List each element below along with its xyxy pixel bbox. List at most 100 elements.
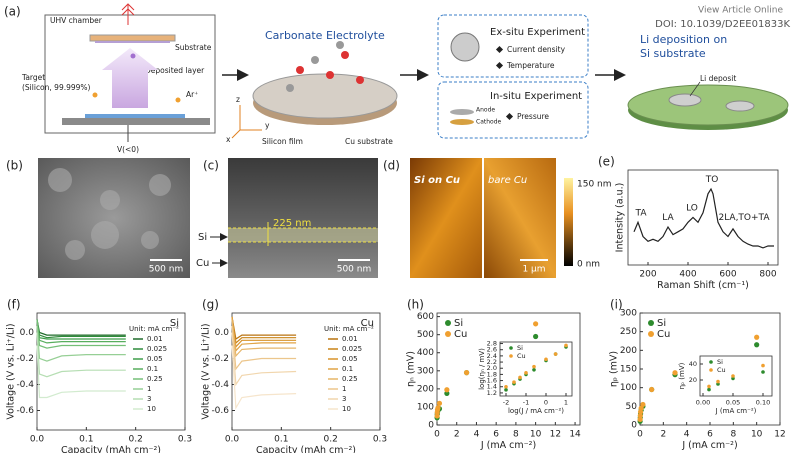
y-tick-label: 1.6 xyxy=(487,377,497,385)
disk xyxy=(627,84,789,126)
point xyxy=(761,370,765,374)
panel-label: (b) xyxy=(6,159,23,173)
legend-label: Si xyxy=(454,318,463,329)
legend-title: Unit: mA cm⁻² xyxy=(129,325,179,333)
panel-label: (f) xyxy=(7,298,21,312)
y-tick-label: 400 xyxy=(417,348,434,358)
target xyxy=(85,114,185,118)
legend-label: 0.025 xyxy=(147,345,167,353)
y-tick-label: 50 xyxy=(626,402,638,412)
ion xyxy=(175,97,181,103)
x-tick-label: -1 xyxy=(523,399,529,407)
point xyxy=(436,400,443,406)
grains xyxy=(48,168,171,260)
y-tick-label: 0 xyxy=(428,421,434,431)
afm-image xyxy=(484,158,556,278)
point xyxy=(532,364,536,369)
item: Temperature xyxy=(506,61,555,70)
label: Cu substrate xyxy=(345,137,393,146)
point xyxy=(637,416,643,422)
point xyxy=(518,375,522,380)
point xyxy=(564,343,568,348)
x-axis-title: log(J / mA cm⁻²) xyxy=(508,407,564,415)
legend-label: 1 xyxy=(342,385,346,393)
point xyxy=(435,405,441,411)
y-axis-title: Intensity (a.u.) xyxy=(615,183,626,253)
legend-label: Cu xyxy=(717,366,726,374)
line xyxy=(231,345,297,410)
y-tick-label: 1.8 xyxy=(487,370,497,378)
view-article[interactable]: View Article Online xyxy=(698,6,783,16)
x-tick-label: 0.00 xyxy=(696,399,710,407)
line xyxy=(231,319,297,358)
si-layer xyxy=(228,228,378,242)
legend-swatch xyxy=(709,360,713,364)
x-tick-label: 8 xyxy=(730,430,736,440)
x-tick-label: 2 xyxy=(454,430,460,440)
legend-label: Si xyxy=(657,318,666,329)
label: Si xyxy=(198,232,207,243)
layer xyxy=(95,41,170,43)
label: (Silicon, 99.999%) xyxy=(22,83,91,92)
annotation: LO xyxy=(686,204,698,214)
annotation: 2LA,TO+TA xyxy=(718,213,770,223)
panel-label: (e) xyxy=(598,155,615,169)
title: In-situ Experiment xyxy=(490,91,582,102)
x-tick-label: 0 xyxy=(637,430,643,440)
legend-swatch xyxy=(648,331,654,337)
x-tick-label: 0.05 xyxy=(726,399,740,407)
point xyxy=(672,370,678,376)
legend-label: 3 xyxy=(342,395,346,403)
x-tick-label: 4 xyxy=(684,430,690,440)
item: Current density xyxy=(507,45,566,54)
x-tick-label: 0.0 xyxy=(225,435,240,445)
x-tick-label: 12 xyxy=(774,430,785,440)
label: V(<0) xyxy=(117,145,139,154)
point xyxy=(512,380,516,384)
y-tick-label: 0.0 xyxy=(215,328,230,338)
scale: 500 nm xyxy=(337,265,372,275)
x-tick-label: 400 xyxy=(679,270,696,280)
cbar-label: 150 nm xyxy=(577,180,612,190)
point xyxy=(544,357,548,362)
legend-swatch xyxy=(445,320,451,326)
y-tick-label: 20 xyxy=(689,376,697,384)
y-tick-label: -0.2 xyxy=(211,354,229,364)
legend-label: 10 xyxy=(147,405,156,413)
x-tick-label: 1 xyxy=(564,399,568,407)
label: x xyxy=(226,135,231,144)
annotation: Cu xyxy=(361,318,374,329)
annotation: Si xyxy=(170,318,179,329)
point xyxy=(533,333,539,340)
li-deposit xyxy=(668,93,702,107)
annotation: LA xyxy=(662,213,674,223)
legend-swatch xyxy=(709,368,713,372)
y-tick-label: 300 xyxy=(620,309,637,319)
y-axis-title: ηₙ (mV) xyxy=(406,351,417,387)
legend-label: 0.05 xyxy=(147,355,163,363)
line xyxy=(633,187,774,249)
y-tick-label: 100 xyxy=(620,383,637,393)
legend-swatch xyxy=(509,346,513,350)
x-axis-title: J (mA cm⁻²) xyxy=(681,440,737,451)
panel-label: (c) xyxy=(203,159,219,173)
label: Anode xyxy=(476,107,495,114)
x-tick-label: 600 xyxy=(719,270,736,280)
label: Substrate xyxy=(175,43,212,52)
point xyxy=(504,388,508,392)
y-tick-label: 500 xyxy=(417,330,434,340)
cbar-label: 0 nm xyxy=(577,260,600,270)
label: UHV chamber xyxy=(50,16,103,25)
legend-label: Si xyxy=(717,358,723,366)
x-tick-label: 0.1 xyxy=(79,435,93,445)
point xyxy=(444,390,450,396)
legend-label: Si xyxy=(517,344,523,352)
y-tick-label: 250 xyxy=(620,327,637,337)
legend-label: 0.25 xyxy=(147,375,163,383)
legend-label: 0.1 xyxy=(342,365,353,373)
molecules xyxy=(286,41,364,92)
line xyxy=(36,319,126,349)
y-axis-title: Voltage (V vs. Li⁺/Li) xyxy=(6,323,17,419)
legend-title: Unit: mA cm⁻² xyxy=(324,325,374,333)
